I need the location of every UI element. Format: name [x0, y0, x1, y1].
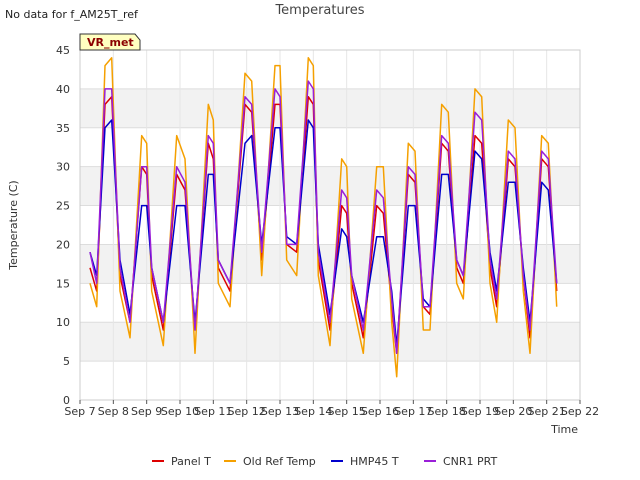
legend-label-oldref: Old Ref Temp [243, 455, 316, 468]
no-data-message: No data for f_AM25T_ref [5, 8, 139, 21]
x-tick-label: Sep 18 [428, 405, 466, 418]
x-axis-label: Time [550, 423, 578, 436]
background-band [80, 244, 580, 284]
legend: Panel T Old Ref Temp HMP45 T CNR1 PRT [152, 455, 498, 468]
y-axis-ticks: 0 5 10 15 20 25 30 35 40 45 [56, 44, 70, 407]
y-axis-label: Temperature (C) [7, 180, 20, 270]
series-line-cnr1 [89, 80, 558, 355]
x-tick-label: Sep 12 [228, 405, 266, 418]
y-tick-label: 0 [63, 394, 70, 407]
x-tick-label: Sep 21 [528, 405, 566, 418]
x-tick-label: Sep 10 [161, 405, 199, 418]
x-tick-label: Sep 11 [194, 405, 232, 418]
legend-label-panel: Panel T [171, 455, 211, 468]
chart-title: Temperatures [274, 3, 364, 18]
series-line-panel [89, 95, 558, 355]
y-tick-label: 5 [63, 355, 70, 368]
y-tick-label: 15 [56, 277, 70, 290]
y-tick-label: 10 [56, 316, 70, 329]
y-tick-label: 45 [56, 44, 70, 57]
x-tick-label: Sep 13 [261, 405, 299, 418]
background-band [80, 166, 580, 206]
y-tick-label: 35 [56, 122, 70, 135]
background-band [80, 88, 580, 128]
x-tick-label: Sep 8 [98, 405, 129, 418]
series-line-oldref [89, 57, 558, 378]
x-tick-label: Sep 15 [328, 405, 366, 418]
legend-label-hmp: HMP45 T [350, 455, 399, 468]
x-tick-label: Sep 22 [561, 405, 599, 418]
x-tick-label: Sep 7 [64, 405, 95, 418]
y-tick-label: 40 [56, 83, 70, 96]
y-tick-label: 30 [56, 161, 70, 174]
y-tick-label: 20 [56, 238, 70, 251]
x-tick-label: Sep 20 [494, 405, 532, 418]
legend-label-cnr1: CNR1 PRT [443, 455, 498, 468]
x-tick-label: Sep 16 [361, 405, 399, 418]
x-tick-label: Sep 9 [131, 405, 162, 418]
x-tick-label: Sep 14 [294, 405, 332, 418]
station-badge-text: VR_met [87, 36, 134, 49]
plot-frame [79, 49, 581, 401]
y-tick-label: 25 [56, 200, 70, 213]
series-lines [89, 57, 558, 378]
x-tick-label: Sep 19 [461, 405, 499, 418]
x-tick-label: Sep 17 [394, 405, 432, 418]
station-badge: VR_met [79, 33, 141, 51]
